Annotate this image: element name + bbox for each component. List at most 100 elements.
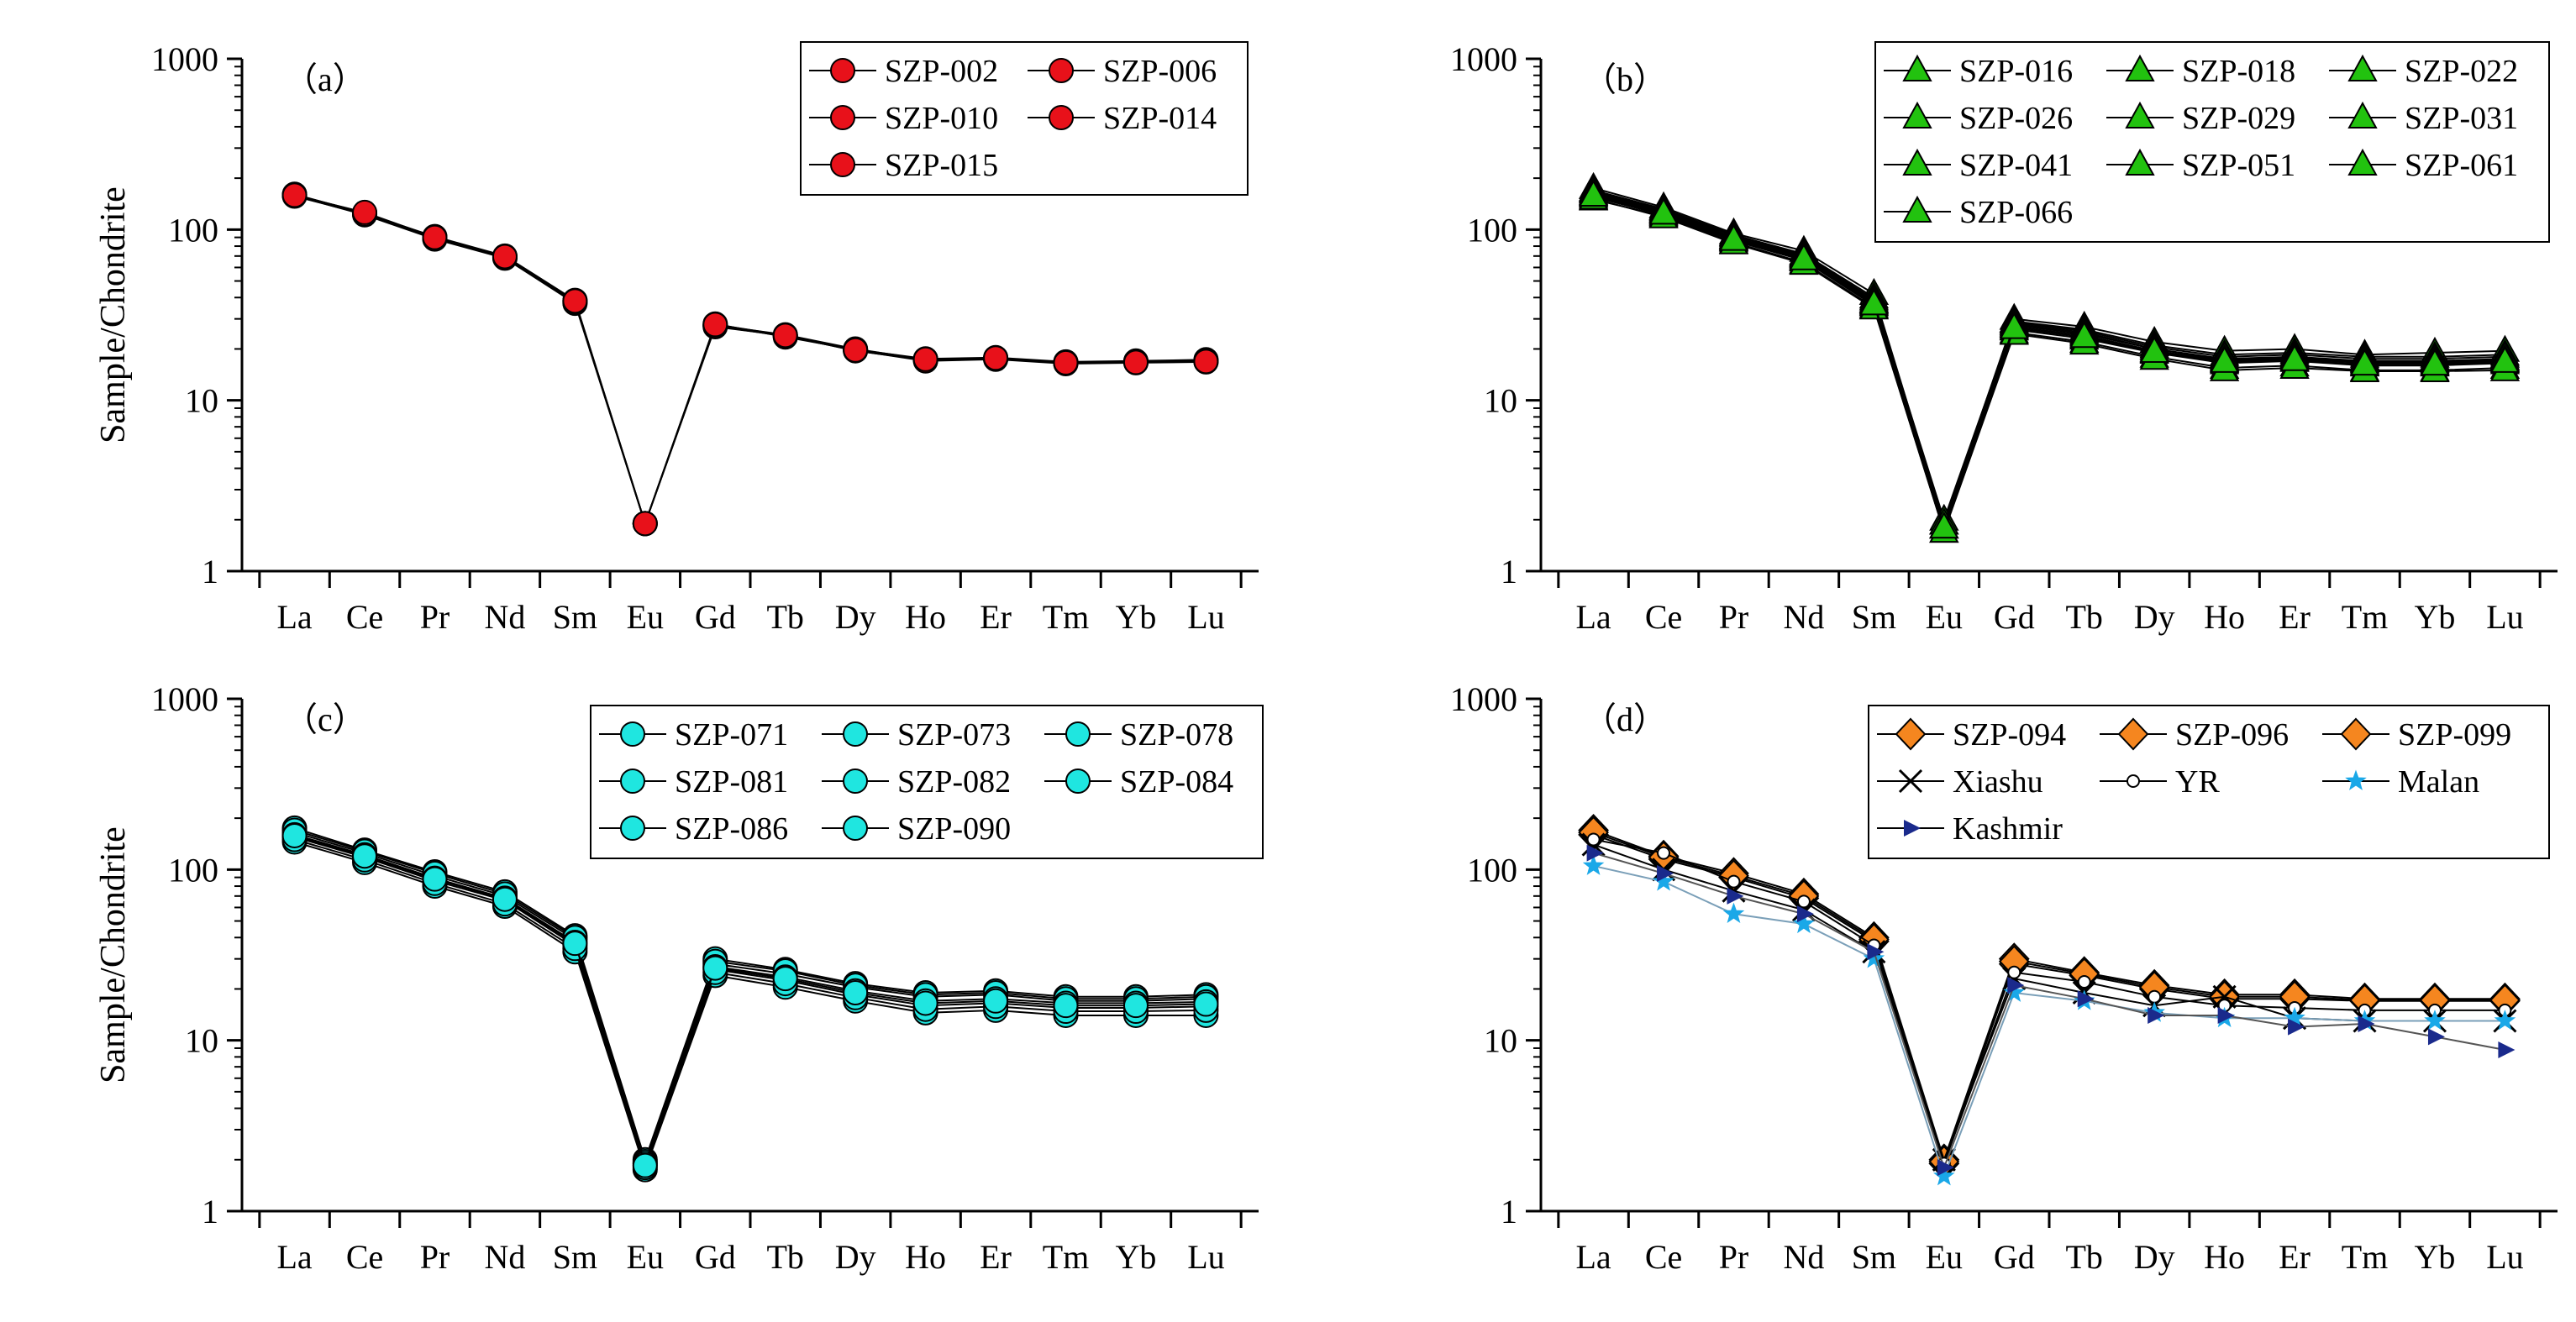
data-point-gd — [2007, 977, 2025, 994]
x-tick-label-dy: Dy — [835, 1238, 876, 1276]
x-tick-label-er: Er — [980, 1238, 1012, 1276]
series-line — [1593, 189, 2505, 522]
x-tick-label-sm: Sm — [1852, 598, 1896, 636]
legend-label: SZP-078 — [1120, 717, 1233, 753]
series-line — [1593, 186, 2505, 527]
x-tick-label-sm: Sm — [1852, 1238, 1896, 1276]
data-point-la — [281, 182, 308, 208]
data-point-nd — [492, 244, 518, 270]
y-tick-label: 100 — [1467, 211, 1517, 249]
legend-marker — [1902, 101, 1932, 129]
panel-label: （c） — [284, 700, 366, 738]
data-point-yb — [2420, 348, 2450, 376]
legend-entry-szp-066: SZP-066 — [1884, 195, 2073, 230]
x-tick-label-nd: Nd — [1783, 598, 1824, 636]
data-point-la — [281, 822, 308, 848]
x-tick-label-la: La — [276, 1238, 312, 1276]
data-point-tm — [2358, 1015, 2375, 1032]
data-point-er — [983, 345, 1009, 371]
x-tick-label-nd: Nd — [1783, 1238, 1824, 1276]
legend-label: SZP-073 — [897, 717, 1011, 753]
data-point-pr — [422, 224, 448, 250]
data-point-gd — [702, 955, 728, 981]
series-kashmir — [1586, 844, 2516, 1177]
legend-label: SZP-061 — [2405, 148, 2518, 183]
data-point-gd — [1999, 312, 2029, 339]
data-point-er — [2288, 1018, 2305, 1036]
legend-label: Xiashu — [1953, 764, 2043, 800]
data-point-pr — [1727, 887, 1744, 905]
legend-label: Kashmir — [1953, 811, 2063, 847]
data-point-dy — [2148, 1006, 2165, 1024]
legend-marker — [843, 721, 868, 747]
legend-entry-kashmir: Kashmir — [1877, 811, 2063, 847]
legend-marker — [2347, 101, 2378, 129]
legend-marker — [830, 58, 855, 83]
legend-label: SZP-094 — [1953, 717, 2066, 753]
legend-marker — [1902, 148, 1932, 176]
y-tick-label: 1 — [1501, 553, 1517, 590]
series-line — [1593, 194, 2505, 531]
data-point-la — [1578, 179, 1609, 207]
legend-entry-szp-041: SZP-041 — [1884, 148, 2073, 183]
data-point-nd — [1789, 243, 1819, 270]
data-point-la — [1578, 816, 1609, 849]
y-tick-label: 10 — [185, 1022, 218, 1060]
x-tick-label-gd: Gd — [695, 1238, 736, 1276]
data-point-dy — [2139, 335, 2169, 364]
data-point-gd — [702, 312, 728, 338]
data-point-gd — [2003, 981, 2026, 1002]
legend-marker — [843, 769, 868, 794]
y-tick-label: 100 — [1467, 851, 1517, 889]
legend-label: SZP-031 — [2405, 101, 2518, 136]
series-szp-099 — [1578, 816, 2521, 1178]
data-point-pr — [422, 866, 448, 892]
data-point-lu — [2489, 345, 2521, 373]
x-tick-label-dy: Dy — [2134, 1238, 2175, 1276]
legend: SZP-094 SZP-096 SZP-099 Xiashu YR Malan Kashmi… — [1868, 705, 2550, 859]
data-point-tm — [1053, 993, 1079, 1019]
x-tick-label-tm: Tm — [1043, 598, 1090, 636]
legend-marker — [2347, 148, 2378, 176]
y-tick-label: 1000 — [151, 680, 218, 718]
legend-label: YR — [2175, 764, 2220, 800]
data-point-sm — [562, 931, 588, 957]
x-tick-label-gd: Gd — [1994, 598, 2035, 636]
legend-label: SZP-006 — [1103, 54, 1217, 89]
data-point-ho — [2217, 1006, 2235, 1024]
x-tick-label-la: La — [1575, 1238, 1611, 1276]
legend-label: SZP-099 — [2398, 717, 2511, 753]
data-point-eu — [1937, 1159, 1954, 1177]
legend-entry-szp-016: SZP-016 — [1884, 54, 2073, 89]
x-tick-label-ce: Ce — [1645, 1238, 1682, 1276]
panel-c: 1 10 100 1000 La Ce Pr Nd Sm Eu Gd Tb Dy Ho Er Tm Yb Lu Sa… — [94, 680, 1264, 1276]
legend-marker — [1902, 54, 1932, 81]
x-tick-label-tm: Tm — [1043, 1238, 1090, 1276]
x-tick-label-lu: Lu — [1187, 598, 1224, 636]
data-point-tb — [2077, 975, 2091, 989]
legend-entry-szp-015: SZP-015 — [809, 148, 998, 183]
data-point-ce — [352, 843, 378, 869]
data-point-eu — [1933, 1165, 1955, 1186]
data-point-la — [1586, 832, 1601, 847]
data-point-tb — [2069, 321, 2100, 349]
legend-label: SZP-096 — [2175, 717, 2289, 753]
data-point-dy — [843, 979, 869, 1005]
x-tick-label-pr: Pr — [1719, 598, 1749, 636]
panel-d: 1 10 100 1000 La Ce Pr Nd Sm Eu Gd Tb Dy Ho Er Tm Yb Lu （d… — [1450, 680, 2558, 1276]
legend-label: SZP-086 — [675, 811, 788, 847]
data-point-ce — [1648, 197, 1679, 225]
series-line — [1593, 865, 2505, 1179]
legend-entry-szp-006: SZP-006 — [1028, 54, 1217, 89]
legend-marker — [2125, 54, 2155, 81]
x-tick-label-sm: Sm — [553, 598, 597, 636]
data-point-er — [2279, 344, 2310, 371]
legend-entry-szp-051: SZP-051 — [2106, 148, 2295, 183]
data-point-tb — [772, 966, 798, 992]
panel-label: （b） — [1583, 60, 1667, 98]
x-tick-label-ho: Ho — [905, 1238, 946, 1276]
legend-entry-szp-090: SZP-090 — [822, 811, 1011, 847]
x-tick-label-er: Er — [2279, 1238, 2311, 1276]
x-tick-label-ho: Ho — [2204, 1238, 2245, 1276]
